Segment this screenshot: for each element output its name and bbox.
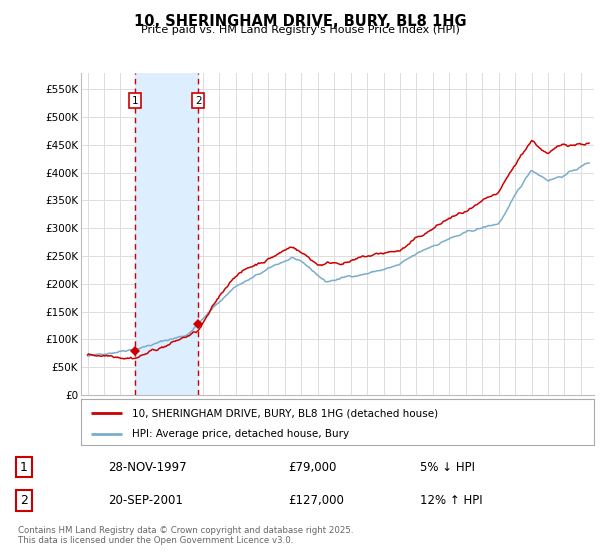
Bar — [135, 73, 198, 395]
Text: 10, SHERINGHAM DRIVE, BURY, BL8 1HG: 10, SHERINGHAM DRIVE, BURY, BL8 1HG — [134, 14, 466, 29]
Text: £127,000: £127,000 — [288, 494, 344, 507]
Text: 5% ↓ HPI: 5% ↓ HPI — [420, 460, 475, 474]
Text: 2: 2 — [20, 494, 28, 507]
Text: 12% ↑ HPI: 12% ↑ HPI — [420, 494, 482, 507]
Text: £79,000: £79,000 — [288, 460, 337, 474]
Text: Price paid vs. HM Land Registry's House Price Index (HPI): Price paid vs. HM Land Registry's House … — [140, 25, 460, 35]
Text: 1: 1 — [132, 96, 139, 105]
Text: 28-NOV-1997: 28-NOV-1997 — [108, 460, 187, 474]
Text: 10, SHERINGHAM DRIVE, BURY, BL8 1HG (detached house): 10, SHERINGHAM DRIVE, BURY, BL8 1HG (det… — [133, 408, 439, 418]
Text: 2: 2 — [195, 96, 202, 105]
Text: 1: 1 — [20, 460, 28, 474]
Text: HPI: Average price, detached house, Bury: HPI: Average price, detached house, Bury — [133, 429, 349, 438]
Text: Contains HM Land Registry data © Crown copyright and database right 2025.
This d: Contains HM Land Registry data © Crown c… — [18, 526, 353, 545]
Text: 20-SEP-2001: 20-SEP-2001 — [108, 494, 183, 507]
